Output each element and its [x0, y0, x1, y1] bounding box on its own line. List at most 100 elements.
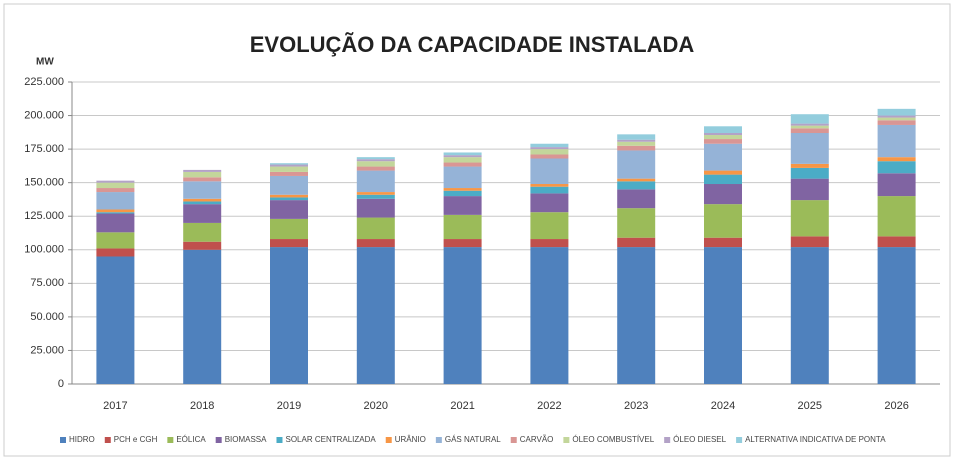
- bar-segment: [183, 171, 222, 178]
- bar-segment: [443, 155, 482, 158]
- legend-label: GÁS NATURAL: [445, 435, 501, 444]
- x-tick-label: 2019: [277, 400, 301, 412]
- y-tick-label: 75.000: [30, 277, 64, 289]
- bar-segment: [617, 134, 656, 140]
- bar-segment: [356, 217, 395, 240]
- legend-label: EÓLICA: [176, 435, 206, 444]
- bar-segment: [356, 198, 395, 218]
- legend-label: ÓLEO DIESEL: [673, 435, 726, 444]
- bar-segment: [530, 158, 569, 185]
- bar-segment: [704, 170, 742, 175]
- legend-label: ÓLEO COMBUSTÍVEL: [572, 435, 654, 444]
- bar-segment: [877, 247, 916, 384]
- bar-segment: [443, 239, 482, 248]
- bar-segment: [96, 188, 135, 193]
- bar-segment: [270, 218, 308, 240]
- bar-segment: [443, 166, 482, 189]
- bar-segment: [356, 159, 395, 162]
- bar-segment: [704, 135, 742, 140]
- bar-segment: [183, 198, 222, 202]
- y-tick-label: 0: [58, 378, 64, 390]
- bar-segment: [443, 152, 482, 156]
- bar-segment: [270, 171, 308, 176]
- legend-label: URÂNIO: [395, 435, 426, 444]
- bar-segment: [530, 143, 569, 148]
- legend-label: PCH e CGH: [114, 435, 158, 444]
- bar-segment: [96, 232, 135, 249]
- bar-segment: [183, 204, 222, 223]
- x-tick-label: 2021: [450, 400, 474, 412]
- bar-segment: [183, 222, 222, 242]
- bar-segment: [530, 239, 569, 248]
- bar-segment: [790, 178, 829, 201]
- x-tick-label: 2017: [103, 400, 127, 412]
- bar-segment: [443, 162, 482, 167]
- x-tick-label: 2026: [884, 400, 908, 412]
- bar-segment: [96, 248, 135, 257]
- y-tick-label: 125.000: [24, 210, 64, 222]
- legend-swatch: [563, 437, 570, 443]
- bar-segment: [356, 192, 395, 195]
- legend-label: ALTERNATIVA INDICATIVA DE PONTA: [745, 435, 886, 444]
- bar-segment: [356, 194, 395, 199]
- bar-segment: [270, 166, 308, 172]
- bar-segment: [270, 163, 308, 165]
- bar-segment: [617, 181, 656, 190]
- bar-segment: [617, 189, 656, 209]
- bar-segment: [183, 169, 222, 172]
- legend-swatch: [276, 437, 283, 443]
- bar-segment: [790, 247, 829, 384]
- y-axis-label: MW: [36, 57, 54, 68]
- x-tick-label: 2023: [624, 400, 648, 412]
- x-tick-label: 2025: [798, 400, 822, 412]
- bar-segment: [877, 117, 916, 121]
- bar-segment: [877, 108, 916, 116]
- y-tick-label: 150.000: [24, 177, 64, 189]
- bar-segment: [183, 201, 222, 205]
- bar-segment: [790, 128, 829, 134]
- bar-segment: [617, 145, 656, 151]
- legend-swatch: [435, 437, 442, 443]
- bar-segment: [96, 209, 135, 213]
- bar-segment: [617, 247, 656, 384]
- bar-segment: [617, 141, 656, 146]
- bar-segment: [270, 164, 308, 167]
- bar-segment: [96, 212, 135, 214]
- legend-label: HIDRO: [69, 435, 95, 444]
- bar-segment: [877, 236, 916, 248]
- bar-segment: [617, 178, 656, 182]
- bar-segment: [530, 149, 569, 155]
- bar-segment: [183, 241, 222, 250]
- bar-segment: [877, 161, 916, 174]
- y-tick-label: 200.000: [24, 109, 64, 121]
- bar-segment: [96, 180, 135, 183]
- bar-segment: [530, 184, 569, 187]
- legend-swatch: [104, 437, 111, 443]
- bar-segment: [183, 249, 222, 384]
- bar-segment: [356, 157, 395, 160]
- bar-segment: [270, 197, 308, 201]
- bar-segment: [356, 166, 395, 171]
- bar-segment: [704, 174, 742, 185]
- bar-segment: [877, 115, 916, 118]
- bar-segment: [530, 212, 569, 240]
- legend-swatch: [385, 437, 392, 443]
- bar-segment: [270, 194, 308, 198]
- bar-segment: [443, 190, 482, 197]
- bar-segment: [790, 114, 829, 124]
- legend-label: SOLAR CENTRALIZADA: [285, 435, 376, 444]
- y-tick-label: 50.000: [30, 311, 64, 323]
- bar-segment: [443, 196, 482, 215]
- legend-swatch: [664, 437, 671, 443]
- bar-segment: [790, 133, 829, 164]
- bar-segment: [704, 204, 742, 238]
- bar-segment: [790, 167, 829, 179]
- bar-segment: [877, 157, 916, 162]
- bar-segment: [704, 133, 742, 136]
- bar-segment: [704, 139, 742, 144]
- bar-segment: [530, 193, 569, 213]
- chart-title: EVOLUÇÃO DA CAPACIDADE INSTALADA: [250, 32, 695, 57]
- y-tick-label: 175.000: [24, 143, 64, 155]
- bar-segment: [704, 143, 742, 171]
